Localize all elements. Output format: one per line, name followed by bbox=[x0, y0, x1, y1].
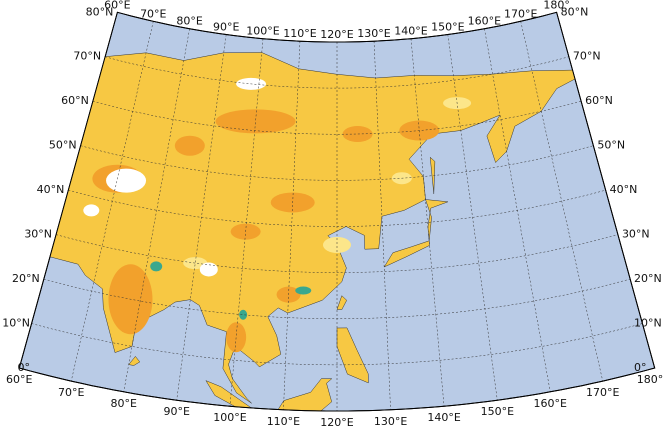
parallel bbox=[80, 145, 594, 181]
lon-label-top: 80°E bbox=[176, 15, 202, 28]
land bbox=[49, 52, 576, 412]
lat-label-left: 50°N bbox=[49, 139, 77, 152]
lat-label-left: 60°N bbox=[61, 94, 89, 107]
lon-label-bottom: 70°E bbox=[58, 386, 84, 399]
lat-label-right: 10°N bbox=[634, 317, 662, 330]
lon-label-bottom: 140°E bbox=[427, 411, 460, 424]
lat-label-left: 10°N bbox=[2, 317, 30, 330]
lon-label-bottom: 60°E bbox=[6, 373, 32, 386]
lat-label-left: 40°N bbox=[37, 183, 65, 196]
meridian bbox=[410, 38, 445, 407]
field-patch bbox=[83, 204, 100, 217]
lon-label-bottom: 130°E bbox=[374, 415, 407, 428]
field-patch bbox=[239, 309, 248, 320]
parallel bbox=[31, 323, 643, 366]
lat-label-left: 70°N bbox=[73, 50, 101, 63]
lat-label-right: 60°N bbox=[585, 94, 613, 107]
meridian bbox=[283, 41, 301, 410]
island bbox=[277, 378, 333, 412]
lon-label-bottom: 150°E bbox=[481, 405, 514, 418]
island bbox=[336, 295, 348, 310]
lon-label-top: 60°E bbox=[104, 0, 130, 11]
field-patch bbox=[295, 286, 312, 295]
lat-label-right: 80°N bbox=[561, 5, 589, 18]
parallel bbox=[43, 278, 631, 320]
lat-label-right: 40°N bbox=[610, 183, 638, 196]
island bbox=[383, 199, 449, 268]
lon-label-top: 160°E bbox=[468, 15, 501, 28]
island bbox=[128, 356, 141, 366]
meridian bbox=[123, 28, 190, 392]
lat-label-left: 0° bbox=[18, 361, 31, 374]
lon-label-top: 140°E bbox=[394, 25, 427, 38]
graticule bbox=[31, 21, 643, 411]
lon-label-top: 120°E bbox=[320, 28, 353, 41]
lon-label-bottom: 180° bbox=[637, 373, 664, 386]
lat-label-right: 20°N bbox=[634, 272, 662, 285]
field-patch bbox=[323, 236, 351, 253]
lon-label-bottom: 170°E bbox=[586, 386, 619, 399]
lon-label-top: 150°E bbox=[431, 21, 464, 34]
lon-label-top: 170°E bbox=[504, 7, 537, 20]
lon-label-bottom: 120°E bbox=[320, 416, 353, 429]
lon-label-bottom: 160°E bbox=[534, 397, 567, 410]
field-patch bbox=[226, 322, 247, 353]
labels: 60°E 70°E 80°E 90°E 100°E 110°E 120°E 130°E 140°… bbox=[2, 0, 663, 429]
lon-label-top: 100°E bbox=[246, 25, 279, 38]
lon-label-top: 70°E bbox=[140, 7, 166, 20]
lon-label-top: 90°E bbox=[213, 21, 239, 34]
island bbox=[429, 156, 436, 195]
lat-label-left: 80°N bbox=[86, 5, 114, 18]
lon-label-top: 110°E bbox=[283, 27, 316, 40]
lat-label-left: 30°N bbox=[24, 228, 52, 241]
lon-label-top: 130°E bbox=[357, 27, 390, 40]
lat-label-right: 70°N bbox=[573, 50, 601, 63]
field-patch bbox=[215, 109, 296, 134]
parallel bbox=[56, 234, 618, 273]
meridian bbox=[520, 21, 604, 382]
parallel bbox=[68, 189, 606, 227]
frame bbox=[18, 11, 656, 412]
lon-label-top: 180° bbox=[543, 0, 570, 11]
lat-label-right: 0° bbox=[634, 361, 647, 374]
field-patch bbox=[342, 126, 373, 143]
lat-label-right: 30°N bbox=[622, 228, 650, 241]
lon-label-bottom: 90°E bbox=[163, 405, 189, 418]
lon-label-bottom: 100°E bbox=[213, 411, 246, 424]
lat-label-right: 50°N bbox=[597, 139, 625, 152]
meridian bbox=[447, 34, 498, 401]
field-patch bbox=[174, 135, 205, 156]
lat-label-left: 20°N bbox=[12, 272, 40, 285]
field-patch bbox=[150, 261, 163, 272]
lon-label-bottom: 80°E bbox=[111, 397, 137, 410]
island bbox=[336, 327, 369, 384]
lon-label-bottom: 110°E bbox=[267, 415, 300, 428]
field-patch bbox=[106, 168, 147, 193]
field-patch bbox=[199, 262, 218, 277]
